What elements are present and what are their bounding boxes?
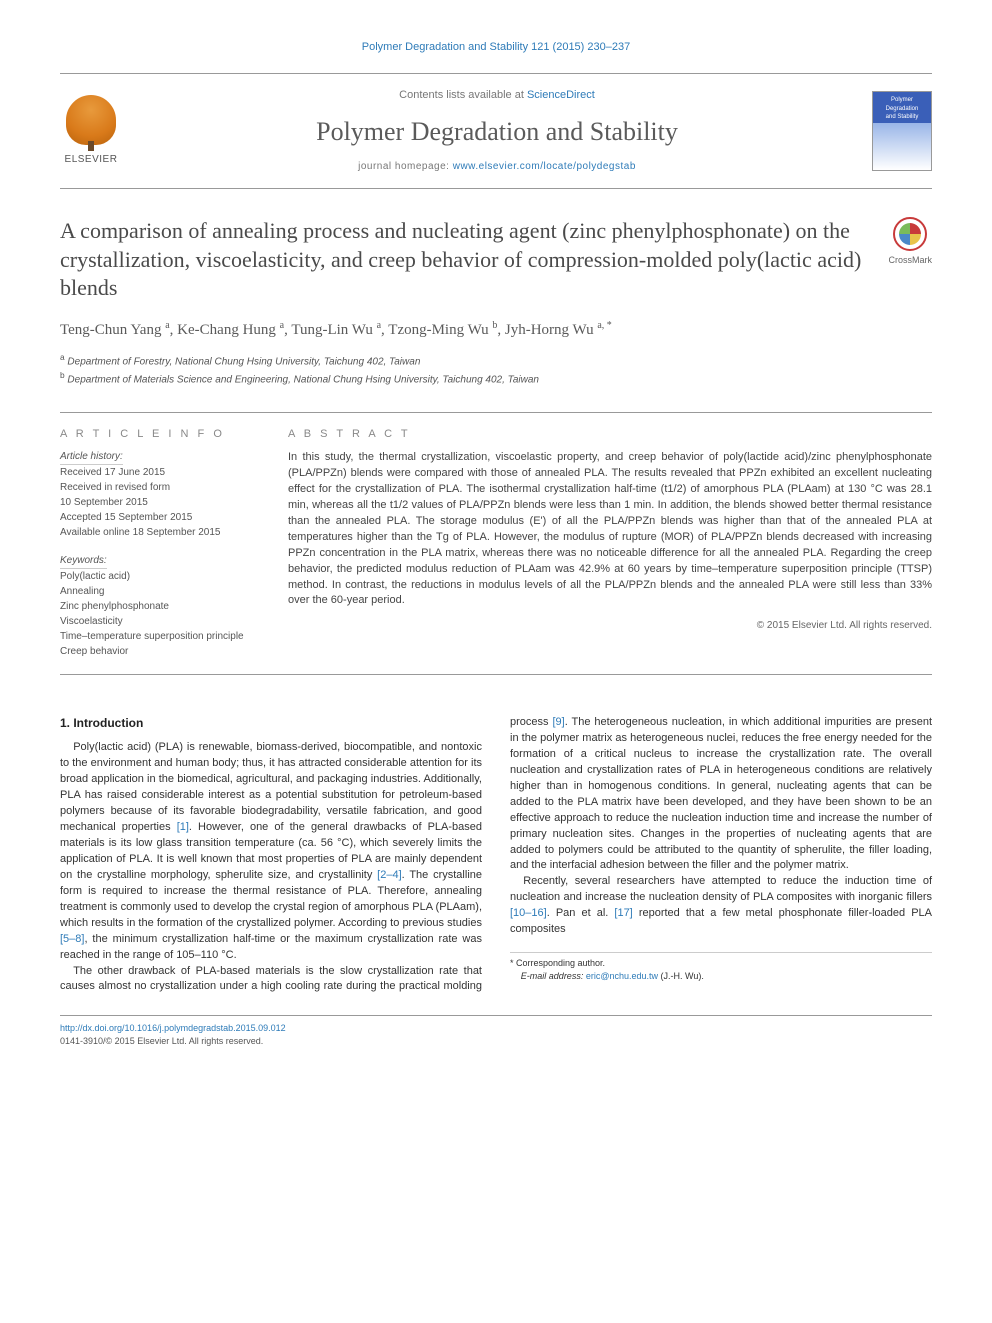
cover-line1: Polymer bbox=[873, 96, 931, 104]
abstract-heading: A B S T R A C T bbox=[288, 427, 932, 442]
affiliations: a Department of Forestry, National Chung… bbox=[60, 351, 932, 388]
revised-line1: Received in revised form bbox=[60, 481, 260, 495]
authors-line: Teng-Chun Yang a, Ke-Chang Hung a, Tung-… bbox=[60, 319, 932, 341]
elsevier-logo: ELSEVIER bbox=[60, 95, 122, 167]
article-info-heading: A R T I C L E I N F O bbox=[60, 427, 260, 442]
crossmark-icon bbox=[899, 223, 921, 245]
revised-line2: 10 September 2015 bbox=[60, 496, 260, 510]
homepage-line: journal homepage: www.elsevier.com/locat… bbox=[140, 160, 854, 174]
email-label: E-mail address: bbox=[521, 971, 586, 981]
cover-line3: and Stability bbox=[873, 113, 931, 121]
ref-link-17[interactable]: [17] bbox=[614, 907, 632, 919]
keyword: Viscoelasticity bbox=[60, 615, 260, 629]
affiliation-b: b Department of Materials Science and En… bbox=[60, 369, 932, 387]
info-abstract-row: A R T I C L E I N F O Article history: R… bbox=[60, 412, 932, 675]
homepage-url[interactable]: www.elsevier.com/locate/polydegstab bbox=[453, 161, 636, 172]
elsevier-tree-icon bbox=[66, 95, 116, 145]
intro-heading: 1. Introduction bbox=[60, 715, 482, 732]
keyword: Zinc phenylphosphonate bbox=[60, 600, 260, 614]
intro-p1-pre: Poly(lactic acid) (PLA) is renewable, bi… bbox=[60, 741, 482, 833]
corr-label: * Corresponding author. bbox=[510, 957, 932, 970]
intro-p1-tail: , the minimum crystallization half-time … bbox=[60, 933, 482, 961]
masthead: ELSEVIER Contents lists available at Sci… bbox=[60, 73, 932, 189]
received: Received 17 June 2015 bbox=[60, 466, 260, 480]
contents-prefix: Contents lists available at bbox=[399, 89, 527, 101]
homepage-prefix: journal homepage: bbox=[358, 161, 453, 172]
history-label: Article history: bbox=[60, 450, 123, 465]
corr-email-line: E-mail address: eric@nchu.edu.tw (J.-H. … bbox=[510, 970, 932, 983]
intro-p2-post: . The heterogeneous nucleation, in which… bbox=[510, 716, 932, 871]
intro-p3-mid: . Pan et al. bbox=[547, 907, 615, 919]
accepted: Accepted 15 September 2015 bbox=[60, 511, 260, 525]
keyword: Annealing bbox=[60, 585, 260, 599]
cover-line2: Degradation bbox=[873, 105, 931, 113]
ref-link-2-4[interactable]: [2–4] bbox=[377, 869, 401, 881]
affiliation-a: a Department of Forestry, National Chung… bbox=[60, 351, 932, 369]
keyword: Creep behavior bbox=[60, 645, 260, 659]
journal-cover-thumb: Polymer Degradation and Stability bbox=[872, 91, 932, 171]
header-citation: Polymer Degradation and Stability 121 (2… bbox=[60, 40, 932, 55]
corresponding-author: * Corresponding author. E-mail address: … bbox=[510, 952, 932, 983]
corr-email[interactable]: eric@nchu.edu.tw bbox=[586, 971, 658, 981]
keyword: Poly(lactic acid) bbox=[60, 570, 260, 584]
email-suffix: (J.-H. Wu). bbox=[658, 971, 704, 981]
masthead-center: Contents lists available at ScienceDirec… bbox=[140, 88, 854, 174]
keyword: Time–temperature superposition principle bbox=[60, 630, 260, 644]
contents-line: Contents lists available at ScienceDirec… bbox=[140, 88, 854, 103]
doi-link[interactable]: http://dx.doi.org/10.1016/j.polymdegrads… bbox=[60, 1023, 286, 1033]
elsevier-label: ELSEVIER bbox=[65, 154, 118, 165]
page-footer: http://dx.doi.org/10.1016/j.polymdegrads… bbox=[60, 1015, 932, 1047]
ref-link-5-8[interactable]: [5–8] bbox=[60, 933, 84, 945]
intro-p3: Recently, several researchers have attem… bbox=[510, 874, 932, 938]
title-block: A comparison of annealing process and nu… bbox=[60, 217, 932, 303]
issn-copyright: 0141-3910/© 2015 Elsevier Ltd. All right… bbox=[60, 1036, 263, 1046]
keywords-label: Keywords: bbox=[60, 554, 107, 569]
journal-name: Polymer Degradation and Stability bbox=[140, 114, 854, 150]
ref-link-9[interactable]: [9] bbox=[552, 716, 564, 728]
body-columns: 1. Introduction Poly(lactic acid) (PLA) … bbox=[60, 715, 932, 995]
crossmark-label: CrossMark bbox=[888, 255, 932, 265]
ref-link-1[interactable]: [1] bbox=[177, 821, 189, 833]
article-title: A comparison of annealing process and nu… bbox=[60, 217, 868, 303]
ref-link-10-16[interactable]: [10–16] bbox=[510, 907, 547, 919]
keywords-block: Keywords: Poly(lactic acid) Annealing Zi… bbox=[60, 554, 260, 659]
affiliation-a-text: Department of Forestry, National Chung H… bbox=[67, 356, 420, 367]
abstract-copyright: © 2015 Elsevier Ltd. All rights reserved… bbox=[288, 619, 932, 633]
intro-p1: Poly(lactic acid) (PLA) is renewable, bi… bbox=[60, 740, 482, 963]
online: Available online 18 September 2015 bbox=[60, 526, 260, 540]
affiliation-b-text: Department of Materials Science and Engi… bbox=[67, 375, 539, 386]
abstract: A B S T R A C T In this study, the therm… bbox=[288, 427, 932, 660]
sciencedirect-link[interactable]: ScienceDirect bbox=[527, 89, 595, 101]
article-info: A R T I C L E I N F O Article history: R… bbox=[60, 427, 260, 660]
abstract-body: In this study, the thermal crystallizati… bbox=[288, 450, 932, 609]
intro-p3-pre: Recently, several researchers have attem… bbox=[510, 875, 932, 903]
crossmark-badge[interactable]: CrossMark bbox=[888, 217, 932, 267]
